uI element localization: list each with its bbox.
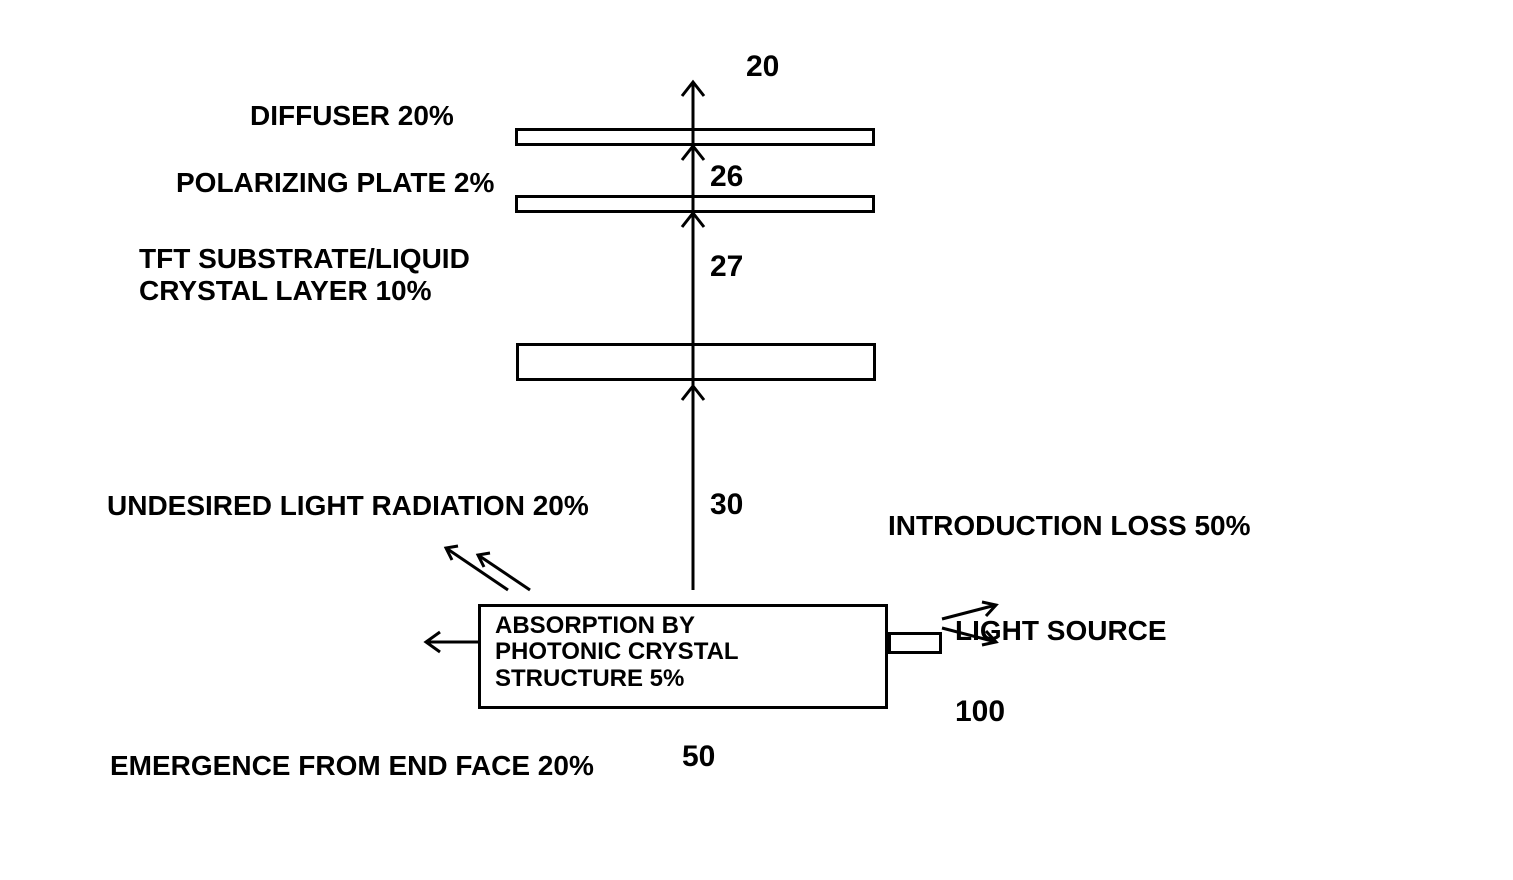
main-up-arrow	[0, 0, 1513, 880]
